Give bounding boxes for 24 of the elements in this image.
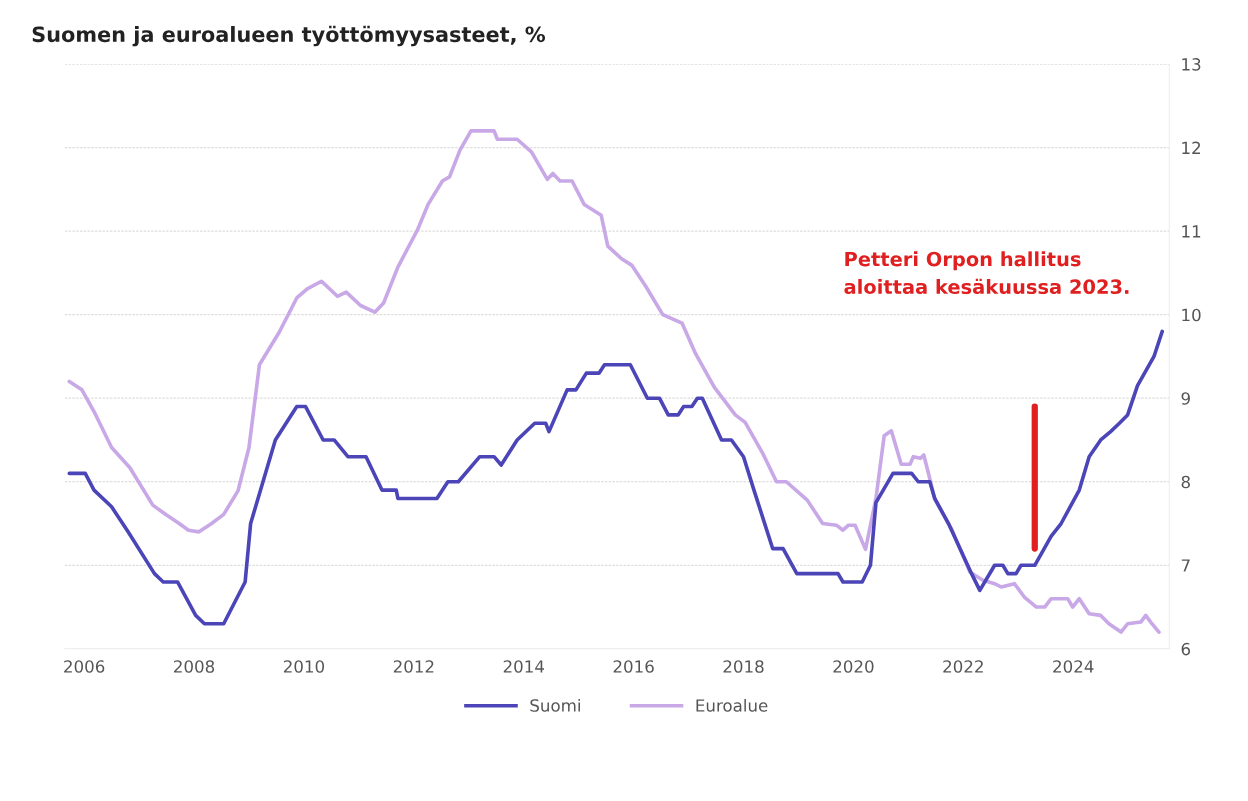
y-tick-label: 11 (1182, 225, 1201, 238)
x-tick-label: 2012 (393, 660, 434, 673)
y-tick-label: 13 (1182, 58, 1201, 71)
y-tick-label: 6 (1181, 642, 1191, 656)
y-tick-label: 9 (1181, 392, 1190, 405)
x-tick-label: 2024 (1053, 660, 1094, 673)
x-tick-label: 2006 (64, 660, 105, 673)
x-tick-label: 2016 (613, 660, 654, 673)
x-tick-label: 2008 (174, 660, 215, 673)
x-tick-label: 2020 (833, 660, 874, 673)
y-tick-label: 12 (1182, 141, 1201, 154)
x-tick-label: 2018 (723, 660, 764, 673)
legend-label: Euroalue (696, 698, 768, 712)
y-tick-label: 8 (1181, 475, 1190, 489)
x-tick-label: 2022 (943, 660, 983, 673)
legend-label: Suomi (530, 698, 580, 712)
annotation: Petteri Orpon hallitus aloittaa kesäkuussa 2023. (844, 251, 1129, 295)
line-series (67, 129, 1161, 634)
x-tick-label: 2010 (283, 660, 325, 673)
line-series (67, 329, 1165, 626)
x-tick-label: 2014 (503, 660, 544, 673)
chart-title: Suomen ja euroalueen työttömyysasteet, % (32, 25, 546, 47)
y-tick-label: 10 (1182, 308, 1201, 322)
y-tick-label: 7 (1181, 559, 1190, 572)
